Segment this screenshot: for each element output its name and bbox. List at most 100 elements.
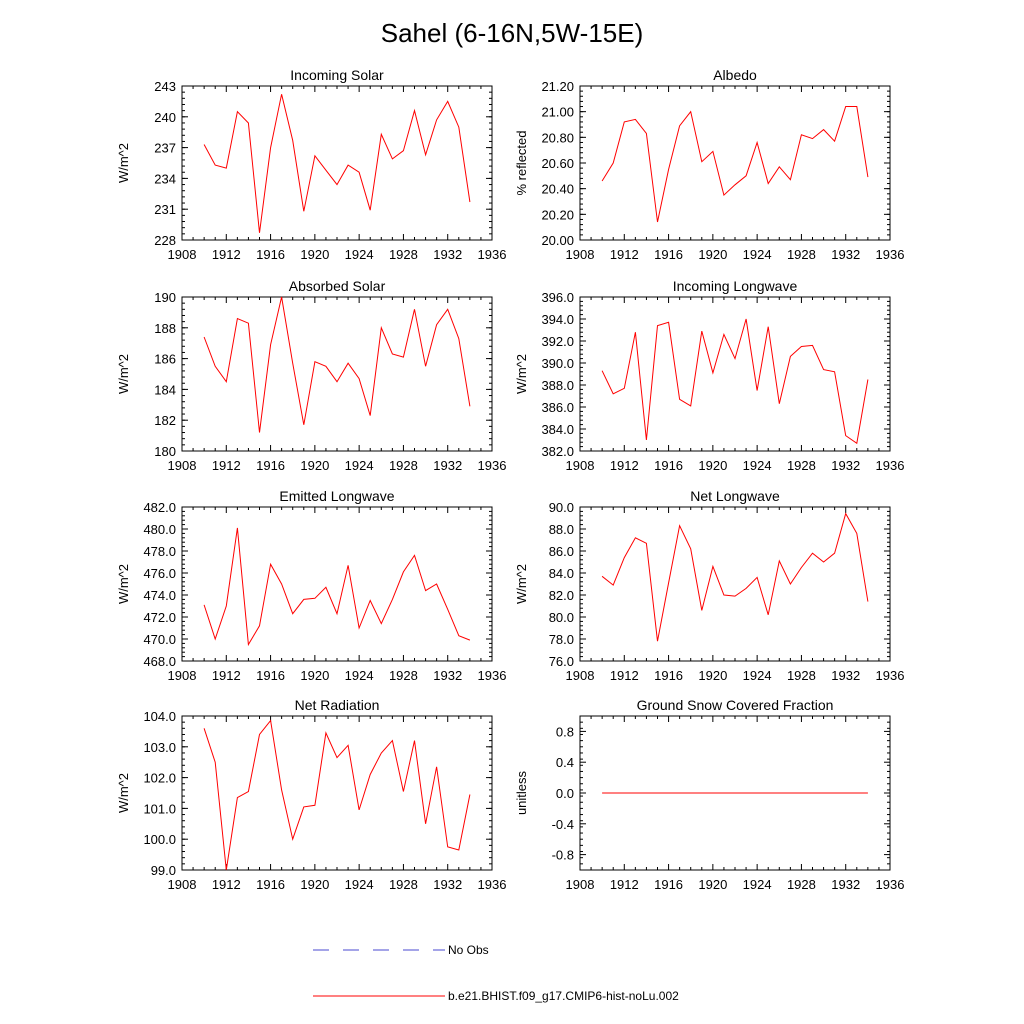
y-tick-label: 20.80 bbox=[541, 130, 574, 145]
x-tick-label: 1928 bbox=[787, 247, 816, 262]
x-tick-label: 1912 bbox=[610, 247, 639, 262]
x-tick-label: 1908 bbox=[168, 877, 197, 892]
x-tick-label: 1924 bbox=[743, 668, 772, 683]
y-tick-label: 394.0 bbox=[541, 312, 574, 327]
panel-title: Incoming Longwave bbox=[673, 278, 798, 294]
x-tick-label: 1920 bbox=[698, 877, 727, 892]
y-tick-label: 100.0 bbox=[143, 832, 176, 847]
y-tick-label: 476.0 bbox=[143, 566, 176, 581]
panel-title: Ground Snow Covered Fraction bbox=[637, 697, 834, 713]
x-tick-label: 1920 bbox=[300, 458, 329, 473]
x-tick-label: 1924 bbox=[743, 247, 772, 262]
panel-albedo: Albedo 1908 1912 1916 1920 1924 1928 1932 1936 20… bbox=[514, 67, 904, 262]
y-tick-label: 190 bbox=[154, 290, 176, 305]
y-tick-label: 104.0 bbox=[143, 709, 176, 724]
x-tick-label: 1920 bbox=[698, 668, 727, 683]
x-tick-label: 1924 bbox=[345, 877, 374, 892]
y-tick-label: 102.0 bbox=[143, 771, 176, 786]
y-tick-label: 480.0 bbox=[143, 522, 176, 537]
y-tick-label: 182 bbox=[154, 413, 176, 428]
panel-emitted-longwave: Emitted Longwave 1908 1912 1916 1920 1924 1928… bbox=[116, 488, 506, 683]
y-tick-label: 382.0 bbox=[541, 444, 574, 459]
x-tick-label: 1912 bbox=[212, 247, 241, 262]
x-tick-label: 1916 bbox=[654, 877, 683, 892]
plot-frame bbox=[181, 506, 493, 662]
y-tick-label: 186 bbox=[154, 352, 176, 367]
y-tick-label: 101.0 bbox=[143, 801, 176, 816]
x-tick-label: 1924 bbox=[345, 668, 374, 683]
y-axis-label: W/m^2 bbox=[116, 354, 131, 394]
y-axis-label: W/m^2 bbox=[514, 564, 529, 604]
panel-title: Incoming Solar bbox=[290, 67, 384, 83]
y-tick-label: 188 bbox=[154, 321, 176, 336]
panel-title: Absorbed Solar bbox=[289, 278, 386, 294]
x-tick-label: 1912 bbox=[212, 458, 241, 473]
y-tick-label: 20.00 bbox=[541, 233, 574, 248]
y-tick-label: 90.0 bbox=[549, 500, 574, 515]
plot-frame bbox=[579, 506, 891, 662]
plot-frame bbox=[181, 296, 493, 452]
x-tick-label: 1936 bbox=[876, 668, 905, 683]
panel-incoming-longwave: Incoming Longwave 1908 1912 1916 1920 1924 192… bbox=[514, 278, 904, 473]
panel-title: Albedo bbox=[713, 67, 757, 83]
x-tick-label: 1908 bbox=[566, 247, 595, 262]
y-tick-label: 20.20 bbox=[541, 207, 574, 222]
x-tick-label: 1936 bbox=[876, 458, 905, 473]
x-tick-label: 1912 bbox=[610, 877, 639, 892]
x-tick-label: 1908 bbox=[566, 668, 595, 683]
x-tick-label: 1920 bbox=[300, 247, 329, 262]
x-tick-label: 1924 bbox=[743, 458, 772, 473]
x-tick-label: 1916 bbox=[256, 247, 285, 262]
y-tick-label: 99.0 bbox=[151, 863, 176, 878]
panel-title: Emitted Longwave bbox=[279, 488, 394, 504]
figure-title: Sahel (6-16N,5W-15E) bbox=[381, 18, 644, 48]
y-tick-label: 231 bbox=[154, 202, 176, 217]
panel-title: Net Longwave bbox=[690, 488, 780, 504]
x-tick-label: 1928 bbox=[787, 458, 816, 473]
legend-label-model-run: b.e21.BHIST.f09_g17.CMIP6-hist-noLu.002 bbox=[448, 989, 679, 1003]
x-tick-label: 1920 bbox=[300, 877, 329, 892]
y-tick-label: 82.0 bbox=[549, 588, 574, 603]
x-tick-label: 1912 bbox=[610, 458, 639, 473]
x-tick-label: 1916 bbox=[256, 877, 285, 892]
x-tick-label: 1912 bbox=[212, 668, 241, 683]
y-tick-label: 180 bbox=[154, 444, 176, 459]
x-tick-label: 1912 bbox=[610, 668, 639, 683]
series-line bbox=[203, 296, 471, 433]
x-tick-label: 1932 bbox=[433, 668, 462, 683]
y-tick-label: 84.0 bbox=[549, 566, 574, 581]
y-axis-label: W/m^2 bbox=[116, 564, 131, 604]
x-tick-label: 1916 bbox=[654, 458, 683, 473]
x-tick-label: 1936 bbox=[478, 247, 507, 262]
y-tick-label: 21.20 bbox=[541, 79, 574, 94]
x-tick-label: 1924 bbox=[345, 247, 374, 262]
plot-frame bbox=[579, 296, 891, 452]
y-tick-label: 474.0 bbox=[143, 588, 176, 603]
y-tick-label: 472.0 bbox=[143, 610, 176, 625]
legend: No Obs b.e21.BHIST.f09_g17.CMIP6-hist-no… bbox=[313, 943, 679, 1003]
y-tick-label: 20.40 bbox=[541, 182, 574, 197]
x-tick-label: 1936 bbox=[478, 668, 507, 683]
series-line bbox=[601, 318, 869, 445]
x-tick-label: 1932 bbox=[433, 247, 462, 262]
y-tick-label: 392.0 bbox=[541, 334, 574, 349]
y-tick-label: 478.0 bbox=[143, 544, 176, 559]
y-axis-label: W/m^2 bbox=[116, 143, 131, 183]
panel-net-longwave: Net Longwave 1908 1912 1916 1920 1924 1928 1932… bbox=[514, 488, 904, 683]
y-tick-label: -0.4 bbox=[552, 817, 574, 832]
y-axis-label: W/m^2 bbox=[514, 354, 529, 394]
x-tick-label: 1920 bbox=[300, 668, 329, 683]
x-tick-label: 1932 bbox=[831, 877, 860, 892]
y-tick-label: 386.0 bbox=[541, 400, 574, 415]
y-tick-label: 390.0 bbox=[541, 356, 574, 371]
y-tick-label: 470.0 bbox=[143, 632, 176, 647]
x-tick-label: 1924 bbox=[345, 458, 374, 473]
y-tick-label: 240 bbox=[154, 110, 176, 125]
series-line bbox=[203, 527, 471, 647]
x-tick-label: 1924 bbox=[743, 877, 772, 892]
y-tick-label: 0.0 bbox=[556, 786, 574, 801]
panel-ground-snow-covered-fraction: Ground Snow Covered Fraction 1908 1912 1916… bbox=[514, 697, 904, 892]
x-tick-label: 1920 bbox=[698, 247, 727, 262]
x-tick-label: 1936 bbox=[478, 458, 507, 473]
x-tick-label: 1912 bbox=[212, 877, 241, 892]
